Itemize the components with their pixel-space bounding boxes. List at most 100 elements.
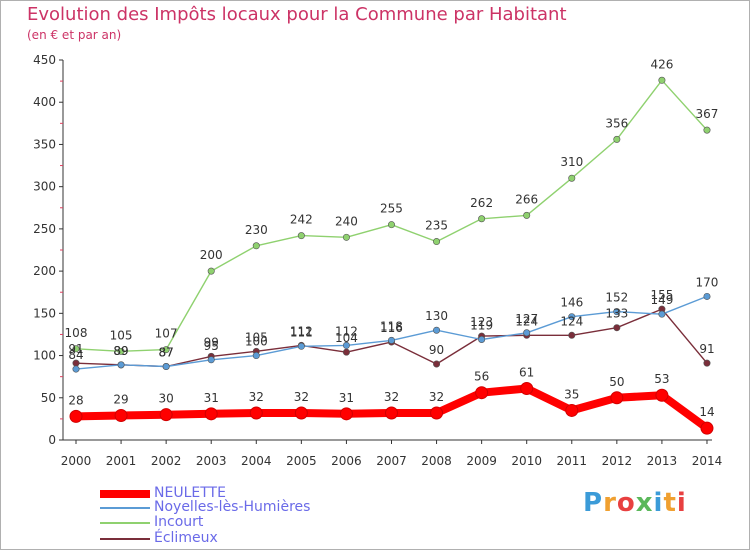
data-label: 32 xyxy=(294,390,309,404)
data-point xyxy=(430,406,444,420)
y-tick-label: 100 xyxy=(33,349,56,363)
data-point xyxy=(204,407,218,421)
legend-item-eclimeux: Éclimeux xyxy=(100,530,360,547)
legend-label-incourt: Incourt xyxy=(154,514,204,530)
logo-letter: i xyxy=(653,488,664,518)
data-label: 89 xyxy=(113,344,128,358)
data-label: 89 xyxy=(113,344,128,358)
data-label: 152 xyxy=(605,291,628,305)
data-label: 118 xyxy=(380,319,403,333)
data-label: 262 xyxy=(470,196,493,210)
x-tick-label: 2002 xyxy=(151,454,182,468)
data-point xyxy=(703,359,711,367)
data-point xyxy=(342,348,350,356)
x-tick-label: 2004 xyxy=(241,454,272,468)
data-point xyxy=(703,126,711,134)
data-point xyxy=(72,365,80,373)
data-point xyxy=(249,406,263,420)
data-label: 149 xyxy=(650,293,673,307)
data-label: 105 xyxy=(245,330,268,344)
data-point xyxy=(478,215,486,223)
legend-label-eclimeux: Éclimeux xyxy=(154,530,218,546)
y-tick-label: 0 xyxy=(48,433,56,447)
y-tick-label: 300 xyxy=(33,180,56,194)
data-label: 31 xyxy=(339,391,354,405)
data-point xyxy=(703,292,711,300)
data-label: 130 xyxy=(425,309,448,323)
logo-letter: i xyxy=(676,488,687,518)
data-label: 31 xyxy=(204,391,219,405)
data-label: 133 xyxy=(605,307,628,321)
y-tick-label: 350 xyxy=(33,137,56,151)
y-tick-label: 200 xyxy=(33,264,56,278)
data-label: 146 xyxy=(560,296,583,310)
data-label: 87 xyxy=(158,346,173,360)
data-point xyxy=(297,232,305,240)
data-label: 310 xyxy=(560,155,583,169)
data-point xyxy=(610,391,624,405)
data-point xyxy=(297,342,305,350)
data-label: 87 xyxy=(158,346,173,360)
data-point xyxy=(565,403,579,417)
x-tick-label: 2014 xyxy=(692,454,723,468)
legend-swatch-neulette xyxy=(100,490,150,498)
data-point xyxy=(339,407,353,421)
data-label: 240 xyxy=(335,214,358,228)
data-point xyxy=(342,341,350,349)
data-label: 426 xyxy=(650,57,673,71)
data-point xyxy=(433,360,441,368)
x-tick-label: 2010 xyxy=(511,454,542,468)
data-point xyxy=(384,406,398,420)
data-point xyxy=(520,381,534,395)
y-tick-label: 250 xyxy=(33,222,56,236)
data-point xyxy=(252,242,260,250)
data-point xyxy=(207,267,215,275)
data-label: 119 xyxy=(470,319,493,333)
y-tick-label: 400 xyxy=(33,95,56,109)
data-label: 30 xyxy=(158,392,173,406)
data-label: 124 xyxy=(560,314,583,328)
data-label: 111 xyxy=(290,325,313,339)
data-label: 29 xyxy=(113,393,128,407)
data-label: 107 xyxy=(155,327,178,341)
data-label: 105 xyxy=(110,328,133,342)
data-point xyxy=(433,326,441,334)
data-label: 200 xyxy=(200,248,223,262)
data-label: 235 xyxy=(425,219,448,233)
legend-swatch-noyelles xyxy=(100,507,150,509)
proxiti-logo: Proxiti xyxy=(583,488,687,518)
data-label: 356 xyxy=(605,116,628,130)
data-point xyxy=(433,238,441,246)
data-label: 32 xyxy=(384,390,399,404)
data-point xyxy=(613,324,621,332)
data-label: 91 xyxy=(68,342,83,356)
data-label: 242 xyxy=(290,213,313,227)
x-tick-label: 2007 xyxy=(376,454,407,468)
data-label: 230 xyxy=(245,223,268,237)
chart-title: Evolution des Impôts locaux pour la Comm… xyxy=(27,4,567,25)
data-label: 32 xyxy=(429,390,444,404)
x-tick-label: 2005 xyxy=(286,454,317,468)
data-label: 124 xyxy=(515,314,538,328)
data-point xyxy=(117,347,125,355)
chart-subtitle: (en € et par an) xyxy=(27,28,122,42)
data-point xyxy=(207,356,215,364)
data-point xyxy=(568,313,576,321)
data-point xyxy=(568,331,576,339)
legend-item-neulette: NEULETTE xyxy=(100,485,360,502)
data-point xyxy=(613,308,621,316)
data-point xyxy=(658,310,666,318)
data-label: 99 xyxy=(204,335,219,349)
legend-swatch-eclimeux xyxy=(100,538,150,540)
data-label: 367 xyxy=(696,107,719,121)
x-tick-label: 2006 xyxy=(331,454,362,468)
data-label: 90 xyxy=(429,343,444,357)
data-point xyxy=(387,221,395,229)
y-tick-label: 450 xyxy=(33,53,56,67)
logo-letter: r xyxy=(603,488,617,518)
data-label: 108 xyxy=(65,326,88,340)
x-tick-label: 2011 xyxy=(556,454,587,468)
data-label: 50 xyxy=(609,375,624,389)
data-label: 155 xyxy=(650,288,673,302)
